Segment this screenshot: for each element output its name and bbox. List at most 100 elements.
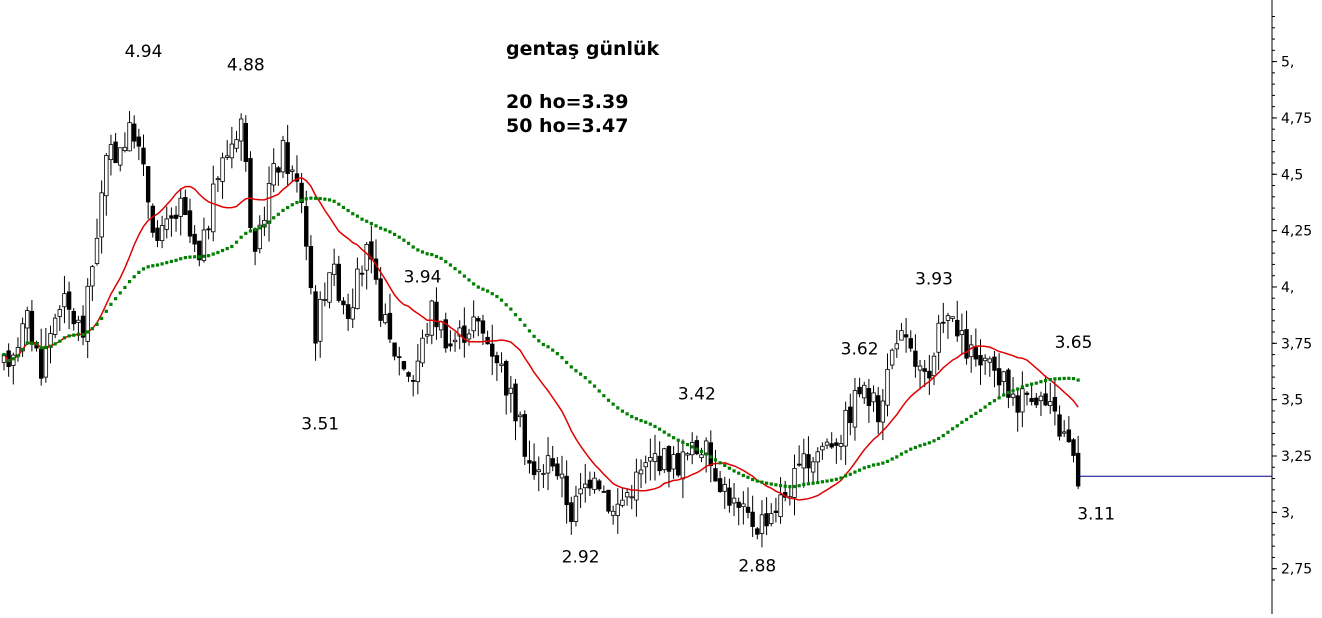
candle-body [108, 144, 114, 161]
ma50-point [527, 329, 532, 333]
ma50-point [648, 422, 652, 426]
candle-body [383, 314, 388, 324]
ma50-point [513, 313, 518, 317]
ma50-point [25, 341, 29, 345]
ma50-point [127, 280, 132, 284]
ma50-point [58, 339, 62, 343]
ma50-point [81, 332, 85, 337]
candle-body [76, 319, 81, 323]
ma50-point [932, 439, 936, 443]
candle-body [187, 210, 193, 237]
candle-body [336, 263, 341, 301]
candle-body [206, 228, 211, 231]
ma50-point [541, 342, 545, 347]
candle-body [201, 229, 207, 261]
ma50-point [760, 480, 764, 484]
ma50-point [7, 358, 11, 363]
ma50-point [434, 254, 439, 259]
candle-body [401, 361, 407, 370]
candle-body [220, 157, 225, 182]
ma50-point [997, 396, 1001, 400]
ma50-point [523, 323, 527, 327]
peak-label: 2.92 [562, 547, 600, 567]
ma50-point [34, 342, 39, 346]
ma50-point [323, 197, 327, 201]
y-tick-label: 4, [1281, 280, 1294, 296]
y-tick-label: 3, [1281, 505, 1294, 521]
candle-body [745, 506, 751, 513]
candle-body [80, 315, 86, 338]
candle-body [466, 333, 472, 340]
candle-body [587, 479, 593, 489]
candle-body [657, 455, 662, 472]
candle-body [1034, 397, 1039, 406]
ma50-point [797, 484, 801, 488]
ma50-point [560, 356, 564, 360]
ma50-point [625, 412, 629, 416]
ma50-point [844, 474, 848, 478]
ma50-point [941, 433, 945, 438]
ma50-point [458, 270, 462, 274]
ma50-point [820, 480, 824, 484]
ma50-point [672, 436, 676, 440]
ma50-point [225, 246, 229, 251]
candle-body [522, 414, 527, 457]
candle-body [257, 224, 262, 250]
ma50-point [155, 263, 160, 267]
ma50-point [402, 238, 406, 242]
ma50-point [1016, 387, 1020, 391]
candle-body [708, 442, 713, 466]
ma50-point [1034, 381, 1038, 385]
candle-body [945, 315, 951, 321]
candle-body [569, 502, 574, 522]
ma50-point [495, 294, 499, 299]
ma50-point [420, 250, 425, 254]
candle-body [922, 368, 927, 372]
ma50-point [383, 228, 387, 232]
ma50-point [532, 334, 536, 338]
candle-body [671, 454, 676, 470]
candle-body [299, 182, 304, 204]
candle-body [452, 339, 458, 343]
candle-body [164, 218, 169, 230]
candle-body [815, 451, 820, 463]
peak-label: 3.62 [841, 340, 879, 360]
y-tick-label: 4,5 [1281, 167, 1303, 183]
candle-body [666, 446, 672, 472]
ma50-point [76, 332, 80, 336]
ma50-point [388, 230, 392, 234]
ma50-point [486, 289, 490, 293]
ma50-point [806, 482, 811, 486]
ma50-point [816, 481, 820, 485]
candle-body [564, 475, 569, 506]
ma50-point [862, 466, 866, 470]
ma50-point [588, 380, 592, 384]
candle-body [118, 147, 123, 166]
ma50-point [351, 212, 355, 216]
candle-body [248, 158, 253, 229]
candle-body [234, 139, 239, 149]
candle-body [131, 123, 137, 142]
candle-body [941, 321, 946, 324]
ma50-point [499, 298, 504, 302]
candle-body [52, 317, 58, 335]
ma50-point [737, 471, 741, 475]
ma50-point [313, 196, 318, 200]
candle-body [685, 453, 690, 456]
candle-body [871, 392, 876, 403]
candle-body [25, 310, 30, 329]
candle-body [624, 492, 630, 498]
candle-body [1057, 414, 1062, 437]
ma50-point [290, 203, 294, 207]
ma50-point [369, 221, 373, 226]
candle-body [434, 301, 439, 328]
ma50-point [276, 212, 280, 216]
ma50-point [551, 348, 555, 352]
ma50-point [146, 265, 150, 269]
ma50-point [988, 401, 992, 406]
candle-body [224, 155, 230, 158]
candle-body [415, 360, 421, 383]
candle-body [601, 490, 607, 493]
candle-body [559, 473, 565, 479]
ma50-point [639, 418, 643, 423]
